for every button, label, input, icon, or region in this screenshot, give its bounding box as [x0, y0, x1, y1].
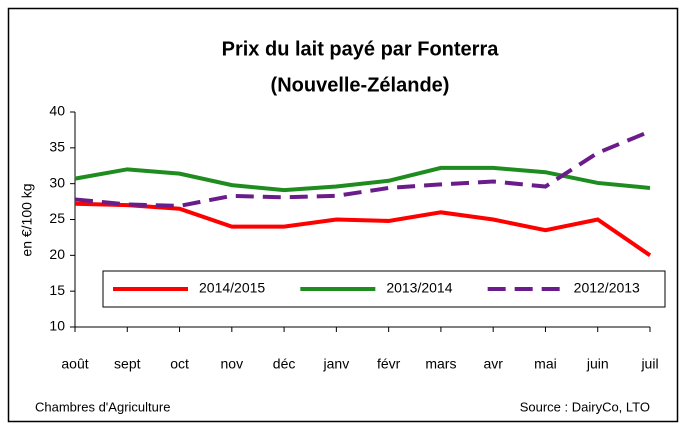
- y-tick-label: 35: [49, 139, 65, 155]
- x-tick-label: févr: [377, 356, 401, 372]
- x-tick-label: juil: [640, 356, 658, 372]
- x-tick-label: oct: [170, 356, 189, 372]
- x-tick-label: déc: [273, 356, 296, 372]
- y-axis-label: en €/100 kg: [19, 183, 35, 256]
- x-tick-label: janv: [323, 356, 350, 372]
- x-tick-label: mai: [534, 356, 557, 372]
- legend-label: 2012/2013: [574, 280, 640, 296]
- chart-title: (Nouvelle-Zélande): [271, 74, 450, 96]
- legend-label: 2014/2015: [199, 280, 265, 296]
- x-tick-label: août: [61, 356, 88, 372]
- legend-label: 2013/2014: [386, 280, 452, 296]
- x-tick-label: avr: [483, 356, 503, 372]
- legend-box: [102, 270, 666, 308]
- y-tick-label: 15: [49, 282, 65, 298]
- y-tick-label: 25: [49, 210, 65, 226]
- footer: Source : DairyCo, LTO: [520, 399, 650, 414]
- series-line: [74, 165, 651, 193]
- chart-title: Prix du lait payé par Fonterra: [222, 38, 500, 60]
- x-tick-label: nov: [221, 356, 244, 372]
- series-line: [74, 129, 651, 208]
- y-tick-label: 30: [49, 174, 65, 190]
- y-tick-label: 10: [49, 318, 65, 334]
- footer: Chambres d'Agriculture: [35, 399, 170, 414]
- x-tick-label: mars: [425, 356, 456, 372]
- x-tick-label: juin: [586, 356, 609, 372]
- y-tick-label: 40: [49, 103, 65, 119]
- chart-frame: [7, 7, 679, 423]
- x-tick-label: sept: [114, 356, 141, 372]
- series-line: [74, 201, 652, 257]
- y-tick-label: 20: [49, 246, 65, 262]
